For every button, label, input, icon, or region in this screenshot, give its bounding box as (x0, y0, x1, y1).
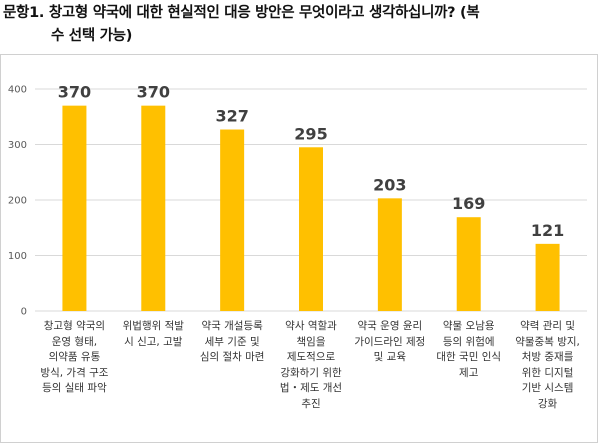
bar-value-label: 121 (531, 221, 564, 240)
x-category-label-line: 등의 실태 파악 (42, 382, 107, 394)
x-category-label-line: 약국 운영 윤리 (357, 320, 423, 332)
y-tick-label: 0 (21, 307, 27, 318)
x-category-label-line: 처방 중재를 (521, 351, 574, 363)
bar (535, 243, 560, 311)
x-category-label-line: 의약품 유통 (48, 351, 101, 363)
chart-area: 0 100 200 300 400 370 370 327 295 203 169 121 창고형 약… (0, 54, 598, 443)
x-category-label-line: 약국 개설등록 (201, 320, 263, 332)
x-category-label-line: 창고형 약국의 (43, 320, 106, 332)
x-category-label-line: 시 신고, 고발 (124, 335, 183, 348)
x-category-label-line: 책임을 (296, 335, 326, 348)
x-category-label-line: 등의 위험에 (442, 335, 495, 348)
x-category-label-line: 제도적으로 (286, 351, 336, 363)
x-category-label-line: 심의 절차 마련 (199, 351, 265, 363)
x-category-label-line: 강화 (537, 397, 558, 410)
x-category-label-line: 방식, 가격 구조 (40, 366, 109, 379)
x-category-label-line: 대한 국민 인식 (436, 351, 502, 363)
x-category-label-line: 위법행위 적발 (122, 320, 184, 332)
bar-value-label: 370 (58, 83, 91, 102)
question-line-2: 수 선택 가능) (51, 28, 133, 44)
x-category-label-line: 가이드라인 제정 (354, 335, 426, 348)
x-category-label-line: 기반 시스템 (521, 382, 574, 394)
bar (62, 105, 87, 312)
x-category-label-line: 세부 기준 및 (204, 335, 260, 348)
x-category-label-line: 및 교육 (373, 351, 406, 363)
bar-value-label: 169 (452, 194, 485, 213)
y-tick-label: 400 (8, 85, 27, 96)
bar (377, 198, 402, 311)
x-category-label-line: 추진 (301, 397, 321, 410)
bar-value-label: 370 (137, 83, 170, 102)
y-tick-label: 200 (8, 196, 27, 207)
x-category-label-line: 운영 형태, (51, 335, 98, 348)
bar (456, 217, 481, 311)
y-tick-label: 300 (8, 140, 27, 151)
bar-value-label: 327 (215, 107, 248, 126)
question-line-1: 문항1. 창고형 약국에 대한 현실적인 대응 방안은 무엇이라고 생각하십니까… (3, 5, 480, 21)
question-title: 문항1. 창고형 약국에 대한 현실적인 대응 방안은 무엇이라고 생각하십니까… (3, 2, 597, 48)
x-category-label-line: 강화하기 위한 (280, 366, 342, 379)
bar (220, 129, 245, 311)
x-category-label-line: 약사 역할과 (285, 320, 337, 332)
y-tick-label: 100 (8, 251, 27, 262)
bar-chart: 0 100 200 300 400 370 370 327 295 203 169 121 (8, 83, 587, 318)
x-category-label-line: 약력 관리 및 (520, 320, 576, 332)
bar-value-label: 295 (294, 124, 327, 143)
x-category-label-line: 법・제도 개선 (279, 382, 343, 394)
x-category-label-line: 약물 오남용 (442, 320, 495, 332)
x-category-label-line: 제고 (459, 366, 479, 379)
x-category-label-line: 약물중복 방지, (515, 335, 580, 348)
bar (141, 105, 166, 312)
bar (299, 147, 323, 311)
x-category-label-line: 위한 디지털 (521, 366, 574, 379)
bar-value-label: 203 (373, 175, 406, 194)
